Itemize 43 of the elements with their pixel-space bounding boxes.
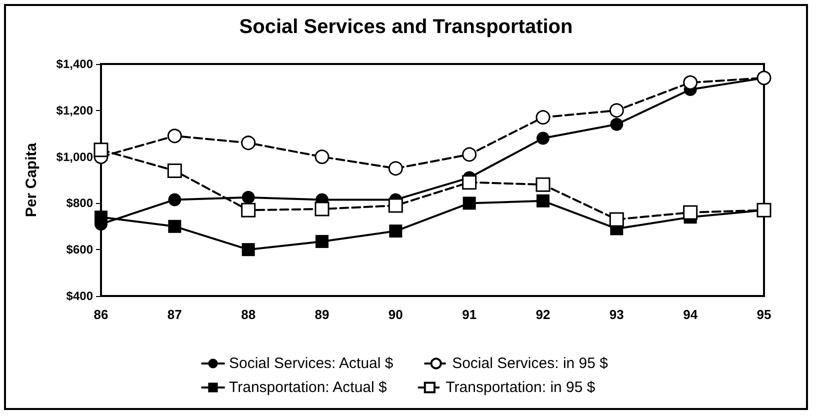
point: [94, 210, 108, 224]
x-tick-label: 87: [167, 307, 182, 322]
legend-label: Transportation: Actual $: [229, 379, 388, 396]
point: [316, 234, 328, 248]
point: [388, 198, 403, 213]
legend-label: Social Services: in 95 $: [452, 355, 609, 372]
point: [389, 224, 402, 238]
point: [683, 75, 698, 90]
point: [536, 177, 550, 192]
point: [167, 163, 182, 178]
x-tick-label: 93: [609, 307, 624, 322]
y-tick-label: $400: [66, 289, 94, 303]
chart-title: Social Services and Transportation: [239, 16, 573, 38]
x-tick-label: 88: [241, 307, 256, 322]
x-tick-label: 95: [756, 307, 772, 322]
y-tick-label: $1,200: [56, 103, 94, 118]
point: [94, 142, 108, 158]
point: [242, 243, 255, 256]
legend-label: Transportation: in 95 $: [446, 379, 596, 396]
y-tick-label: $600: [66, 242, 94, 257]
y-axis-title: Per Capita: [23, 142, 40, 218]
legend-label: Social Services: Actual $: [229, 355, 394, 372]
y-tick-label: $1,000: [56, 150, 94, 164]
point: [168, 193, 182, 206]
point: [241, 202, 256, 218]
x-tick-label: 91: [462, 307, 477, 322]
point: [536, 194, 550, 208]
x-tick-label: 94: [683, 307, 698, 322]
x-tick-label: 90: [388, 307, 403, 322]
point: [462, 196, 476, 210]
x-tick-label: 92: [536, 307, 550, 322]
x-tick-label: 86: [94, 307, 108, 322]
y-tick-label: $1,400: [56, 57, 94, 71]
point: [609, 212, 624, 227]
y-tick-label: $800: [66, 196, 94, 210]
point: [242, 190, 255, 204]
point: [536, 132, 550, 145]
point: [462, 175, 477, 190]
point: [610, 118, 624, 131]
point: [683, 205, 698, 220]
point: [314, 202, 330, 216]
x-tick-label: 89: [314, 307, 330, 322]
point: [168, 220, 182, 233]
